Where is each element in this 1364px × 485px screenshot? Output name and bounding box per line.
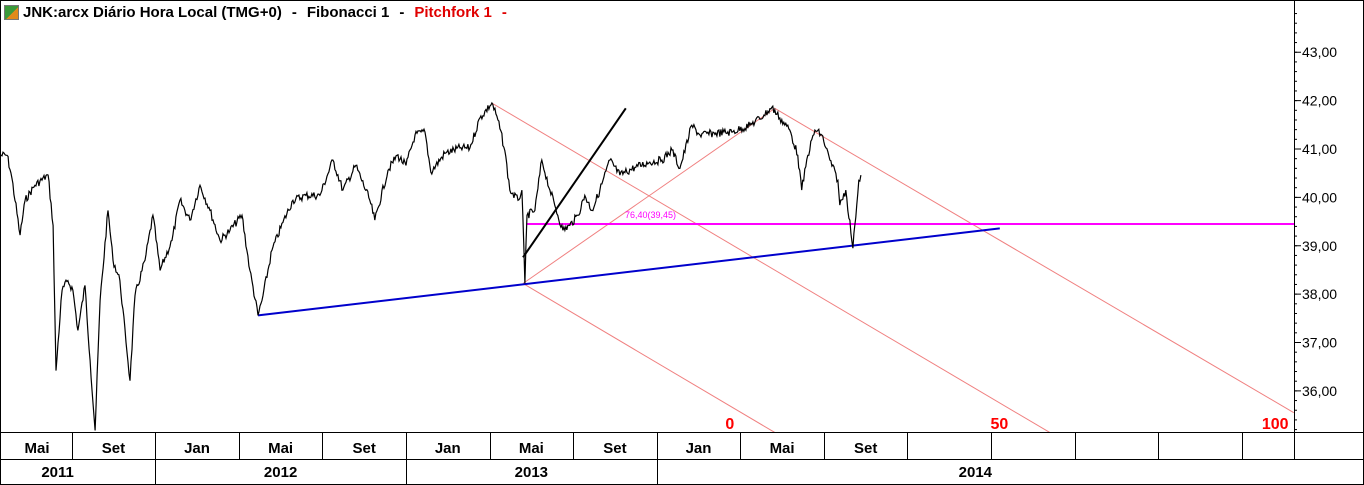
y-tick-label: 42,00: [1302, 93, 1337, 109]
pitchfork-line: [774, 107, 1295, 414]
pitchfork-label: 0: [725, 416, 734, 433]
pitchfork-label: 100: [1262, 416, 1289, 433]
month-label: Set: [603, 440, 626, 457]
year-label: 2012: [264, 464, 297, 481]
month-label: Jan: [435, 440, 461, 457]
black-trendline: [522, 107, 627, 258]
y-tick-label: 38,00: [1302, 286, 1337, 302]
month-label: Mai: [519, 440, 544, 457]
separator: -: [291, 4, 297, 21]
year-label: 2014: [959, 464, 993, 481]
separator: -: [501, 4, 507, 21]
month-label: Mai: [268, 440, 293, 457]
study-pitchfork[interactable]: Pitchfork 1: [414, 4, 492, 21]
series-layer: [0, 101, 862, 431]
pitchfork-label: 50: [990, 416, 1008, 433]
pitchfork-line: [491, 102, 1050, 433]
fibonacci-level-label: 76,40(39,45): [625, 210, 676, 220]
year-label: 2011: [41, 464, 74, 481]
blue-trendline: [257, 227, 1000, 317]
y-tick-label: 39,00: [1302, 238, 1337, 254]
y-tick-label: 43,00: [1302, 44, 1337, 60]
month-label: Mai: [24, 440, 49, 457]
pitchfork-line: [522, 283, 776, 433]
drawings-layer: 0 50 100 76,40(39,45): [257, 102, 1295, 433]
study-fibonacci[interactable]: Fibonacci 1: [306, 4, 390, 21]
chart-title-bar: JNK:arcx Diário Hora Local (TMG+0) - Fib…: [4, 4, 507, 21]
year-label: 2013: [515, 464, 548, 481]
separator: -: [399, 4, 405, 21]
price-series-line: [0, 101, 862, 431]
month-label: Set: [854, 440, 877, 457]
month-label: Jan: [184, 440, 210, 457]
y-tick-label: 36,00: [1302, 383, 1337, 399]
symbol-title[interactable]: JNK:arcx Diário Hora Local (TMG+0): [23, 4, 282, 21]
pitchfork-line: [522, 107, 776, 284]
y-tick-label: 37,00: [1302, 335, 1337, 351]
month-label: Set: [102, 440, 125, 457]
app-logo-icon: [4, 5, 19, 20]
month-label: Set: [353, 440, 376, 457]
month-label: Jan: [686, 440, 712, 457]
y-tick-label: 40,00: [1302, 189, 1337, 205]
y-tick-label: 41,00: [1302, 141, 1337, 157]
month-label: Mai: [770, 440, 795, 457]
